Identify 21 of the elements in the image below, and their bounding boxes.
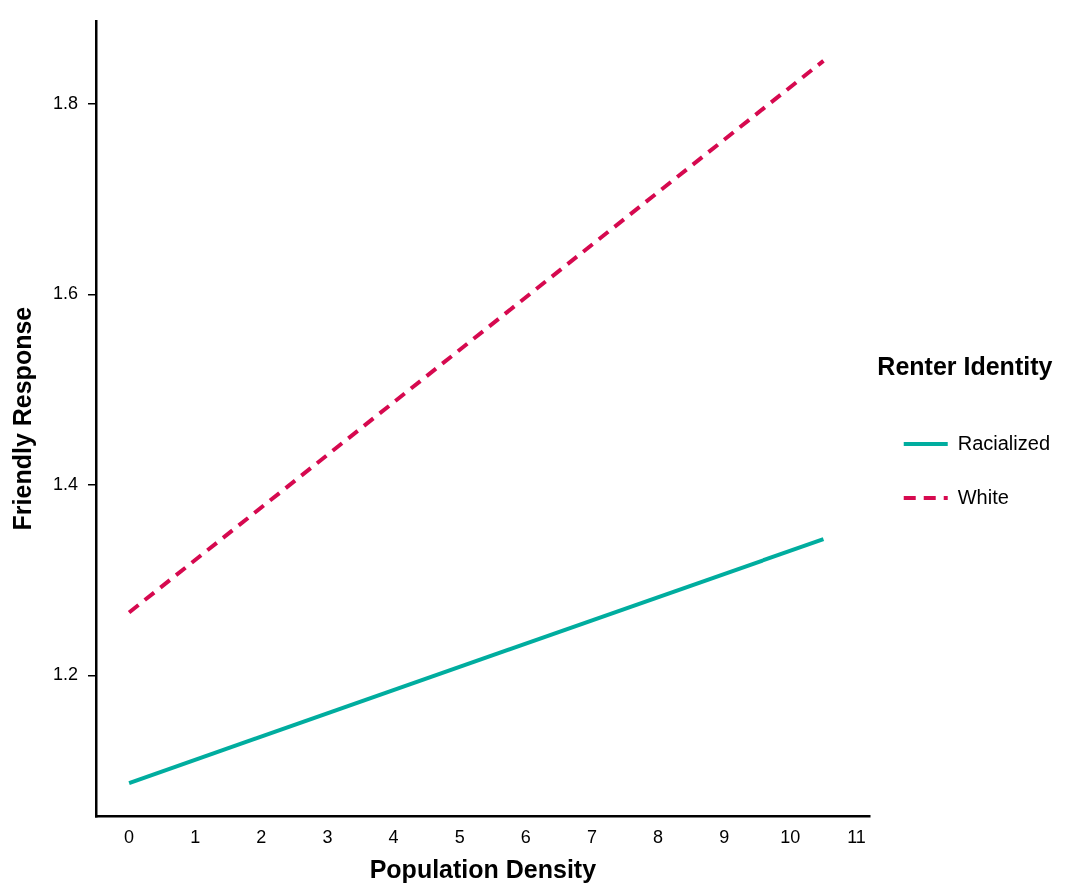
legend-label: Racialized	[957, 431, 1050, 454]
legend-label: White	[957, 485, 1009, 508]
y-tick-label: 1.8	[52, 92, 79, 113]
x-tick-label: 6	[520, 827, 531, 848]
x-tick-label: 3	[322, 827, 333, 848]
y-tick-label: 1.2	[52, 664, 79, 685]
x-tick-label: 0	[124, 827, 135, 848]
x-tick-label: 11	[847, 827, 866, 848]
y-axis-title: Friendly Response	[7, 306, 36, 531]
x-tick-label: 5	[454, 827, 465, 848]
legend-title: Renter Identity	[877, 352, 1053, 381]
y-tick-label: 1.4	[52, 473, 79, 494]
y-tick-label: 1.6	[52, 283, 79, 304]
x-tick-label: 4	[388, 827, 399, 848]
x-axis-title: Population Density	[369, 854, 597, 883]
x-tick-label: 8	[653, 827, 664, 848]
x-tick-label: 10	[780, 827, 801, 848]
x-tick-label: 9	[719, 827, 730, 848]
x-tick-label: 2	[256, 827, 267, 848]
x-tick-label: 7	[586, 827, 597, 848]
x-tick-label: 1	[190, 827, 201, 848]
